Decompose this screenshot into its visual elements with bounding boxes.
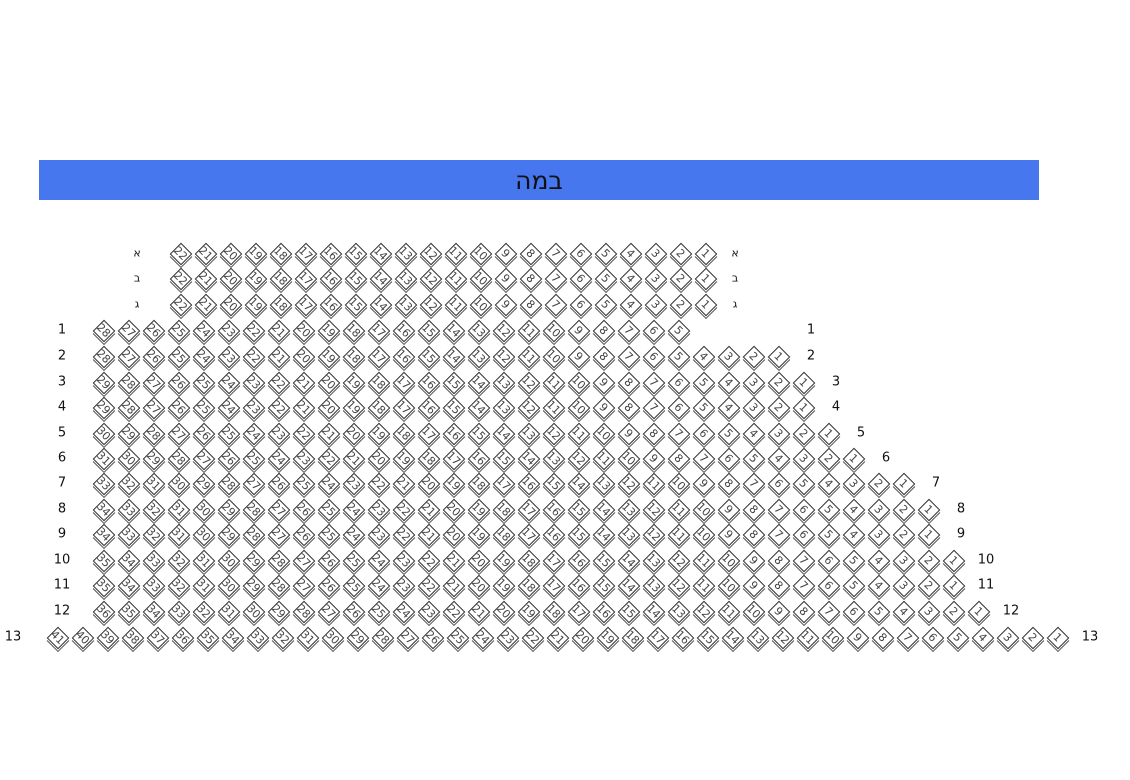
row-label-left: ב bbox=[133, 271, 141, 285]
row-label-right: 3 bbox=[831, 374, 841, 390]
row-label-left: 4 bbox=[57, 399, 67, 415]
row-label-left: א bbox=[133, 246, 141, 260]
row-label-right: 7 bbox=[931, 475, 941, 491]
row-label-right: 2 bbox=[806, 348, 816, 364]
row-label-right: 13 bbox=[1081, 629, 1099, 645]
seat[interactable]: 1 bbox=[1046, 626, 1070, 650]
row-label-right: ג bbox=[732, 297, 738, 311]
seat-number: 1 bbox=[971, 604, 986, 619]
row-label-right: 4 bbox=[831, 399, 841, 415]
row-label-right: 10 bbox=[977, 552, 995, 568]
seat[interactable]: 1 bbox=[967, 600, 991, 624]
seat[interactable]: 1 bbox=[694, 267, 718, 291]
stage-label: במה bbox=[515, 165, 563, 195]
seat[interactable]: 1 bbox=[792, 396, 816, 420]
row-label-left: 1 bbox=[57, 322, 67, 338]
row-label-left: 12 bbox=[53, 603, 71, 619]
row-label-left: 3 bbox=[57, 374, 67, 390]
row-label-right: א bbox=[731, 246, 739, 260]
row-label-left: 10 bbox=[53, 552, 71, 568]
seat[interactable]: 5 bbox=[667, 319, 691, 343]
seat-number: 1 bbox=[1050, 630, 1065, 645]
row-label-right: ב bbox=[731, 271, 739, 285]
seat-number: 1 bbox=[698, 297, 713, 312]
row-label-left: 13 bbox=[4, 629, 22, 645]
row-label-right: 12 bbox=[1002, 603, 1020, 619]
row-label-left: ג bbox=[134, 297, 140, 311]
row-label-right: 8 bbox=[956, 501, 966, 517]
seat[interactable]: 1 bbox=[942, 574, 966, 598]
row-label-right: 5 bbox=[856, 425, 866, 441]
row-label-left: 9 bbox=[57, 526, 67, 542]
seat[interactable]: 1 bbox=[767, 345, 791, 369]
seat[interactable]: 1 bbox=[694, 293, 718, 317]
row-label-left: 2 bbox=[57, 348, 67, 364]
row-label-right: 11 bbox=[977, 577, 995, 593]
row-label-right: 6 bbox=[881, 450, 891, 466]
row-label-right: 9 bbox=[956, 526, 966, 542]
row-label-left: 5 bbox=[57, 425, 67, 441]
row-label-left: 7 bbox=[57, 475, 67, 491]
stage: במה bbox=[39, 160, 1039, 200]
row-label-left: 6 bbox=[57, 450, 67, 466]
row-label-right: 1 bbox=[806, 322, 816, 338]
seat[interactable]: 1 bbox=[917, 523, 941, 547]
seat[interactable]: 1 bbox=[892, 472, 916, 496]
row-label-left: 11 bbox=[53, 577, 71, 593]
row-label-left: 8 bbox=[57, 501, 67, 517]
